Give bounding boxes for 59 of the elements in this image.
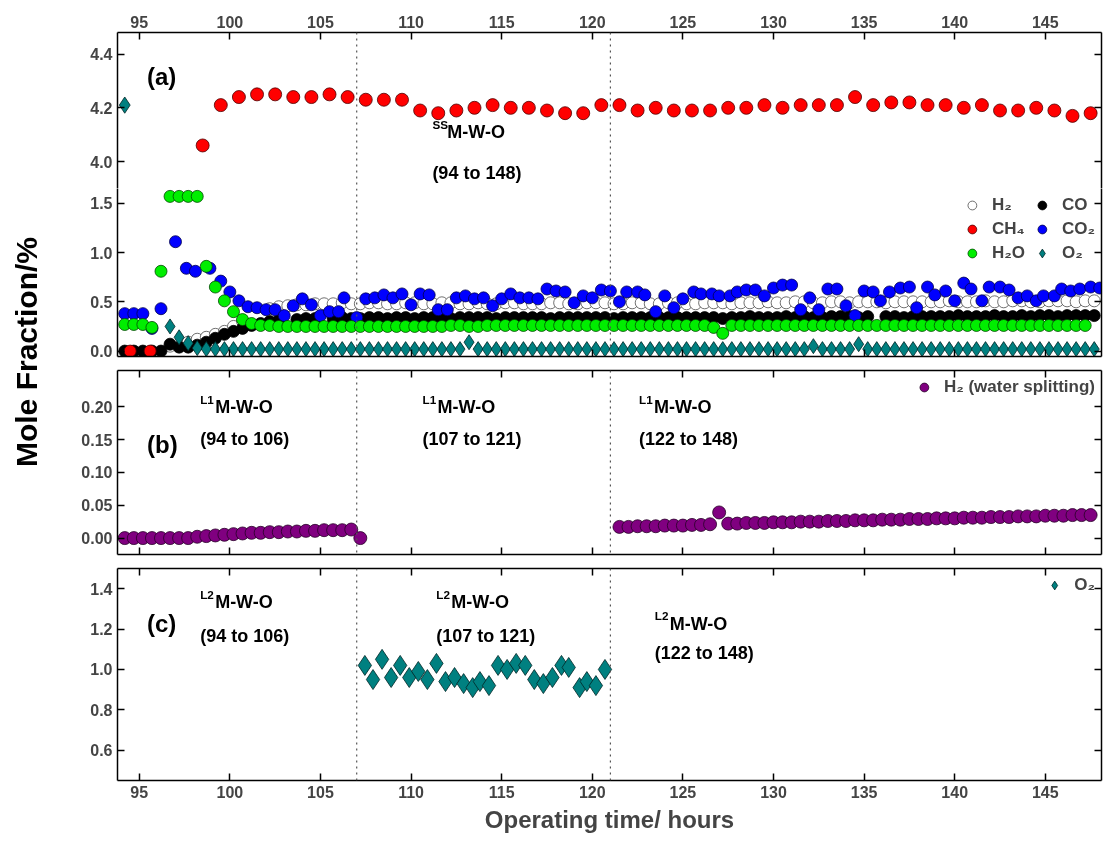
x2-tick-label: 100 <box>216 13 244 31</box>
y-tick-label: 0.5 <box>90 293 113 311</box>
y-axis-title: Mole Fraction/% <box>9 237 45 468</box>
x2-tick-label: 140 <box>941 13 969 31</box>
legend-label: H₂ (water splitting) <box>943 376 1095 398</box>
annotation: (107 to 121) <box>422 428 522 449</box>
y-tick-label: 4.2 <box>90 99 113 117</box>
legend-label: H₂O <box>991 242 1025 264</box>
legend-label: O₂ <box>1061 242 1083 264</box>
y-tick-label: 0.6 <box>90 742 113 760</box>
x2-tick-label: 125 <box>669 13 697 31</box>
x-tick-label: 105 <box>307 783 334 801</box>
y-tick-label: 1.0 <box>90 244 113 262</box>
y-tick-label: 0.0 <box>90 343 113 361</box>
x2-tick-label: 115 <box>488 13 515 31</box>
x-tick-label: 95 <box>130 783 149 801</box>
x-tick-label: 135 <box>850 783 878 801</box>
y-tick-label: 0.20 <box>81 398 113 416</box>
y-tick-label: 1.5 <box>90 195 113 213</box>
x2-tick-label: 130 <box>760 13 787 31</box>
x2-tick-label: 110 <box>398 13 425 31</box>
legend-label: H₂ <box>991 194 1012 216</box>
x-tick-label: 125 <box>669 783 697 801</box>
y-tick-label: 0.05 <box>81 497 113 515</box>
x-tick-label: 145 <box>1031 783 1059 801</box>
x-axis-title: Operating time/ hours <box>484 805 735 833</box>
annotation: (b) <box>147 430 178 458</box>
x2-tick-label: 145 <box>1031 13 1059 31</box>
legend-label: O₂ <box>1074 574 1095 596</box>
legend-label: CO <box>1061 194 1088 216</box>
y-tick-label: 4.4 <box>90 46 113 64</box>
annotation: (94 to 106) <box>200 626 290 647</box>
y-tick-label: 1.4 <box>90 580 113 598</box>
y-tick-label: 0.10 <box>81 464 113 482</box>
x-tick-label: 100 <box>216 783 244 801</box>
y-tick-label: 0.15 <box>81 431 113 449</box>
x-tick-label: 110 <box>398 783 425 801</box>
x2-tick-label: 135 <box>850 13 878 31</box>
y-tick-label: 0.8 <box>90 701 113 719</box>
x-tick-label: 115 <box>488 783 515 801</box>
annotation: (122 to 148) <box>639 428 739 449</box>
annotation: (107 to 121) <box>436 626 536 647</box>
annotation: (c) <box>147 610 177 638</box>
x-tick-label: 120 <box>578 783 606 801</box>
y-tick-label: 4.0 <box>90 153 113 171</box>
y-tick-label: 0.00 <box>81 530 113 548</box>
y-tick-label: 1.2 <box>90 621 113 639</box>
annotation: (122 to 148) <box>654 643 754 664</box>
annotation: (a) <box>147 62 177 90</box>
x2-tick-label: 105 <box>307 13 334 31</box>
legend-label: CH₄ <box>991 218 1025 240</box>
x2-tick-label: 120 <box>578 13 606 31</box>
x-tick-label: 130 <box>760 783 787 801</box>
legend-label: CO₂ <box>1061 218 1095 240</box>
y-tick-label: 1.0 <box>90 661 113 679</box>
annotation: (94 to 106) <box>200 428 290 449</box>
x-tick-label: 140 <box>941 783 969 801</box>
annotation: (94 to 148) <box>432 162 522 183</box>
x2-tick-label: 95 <box>130 13 149 31</box>
